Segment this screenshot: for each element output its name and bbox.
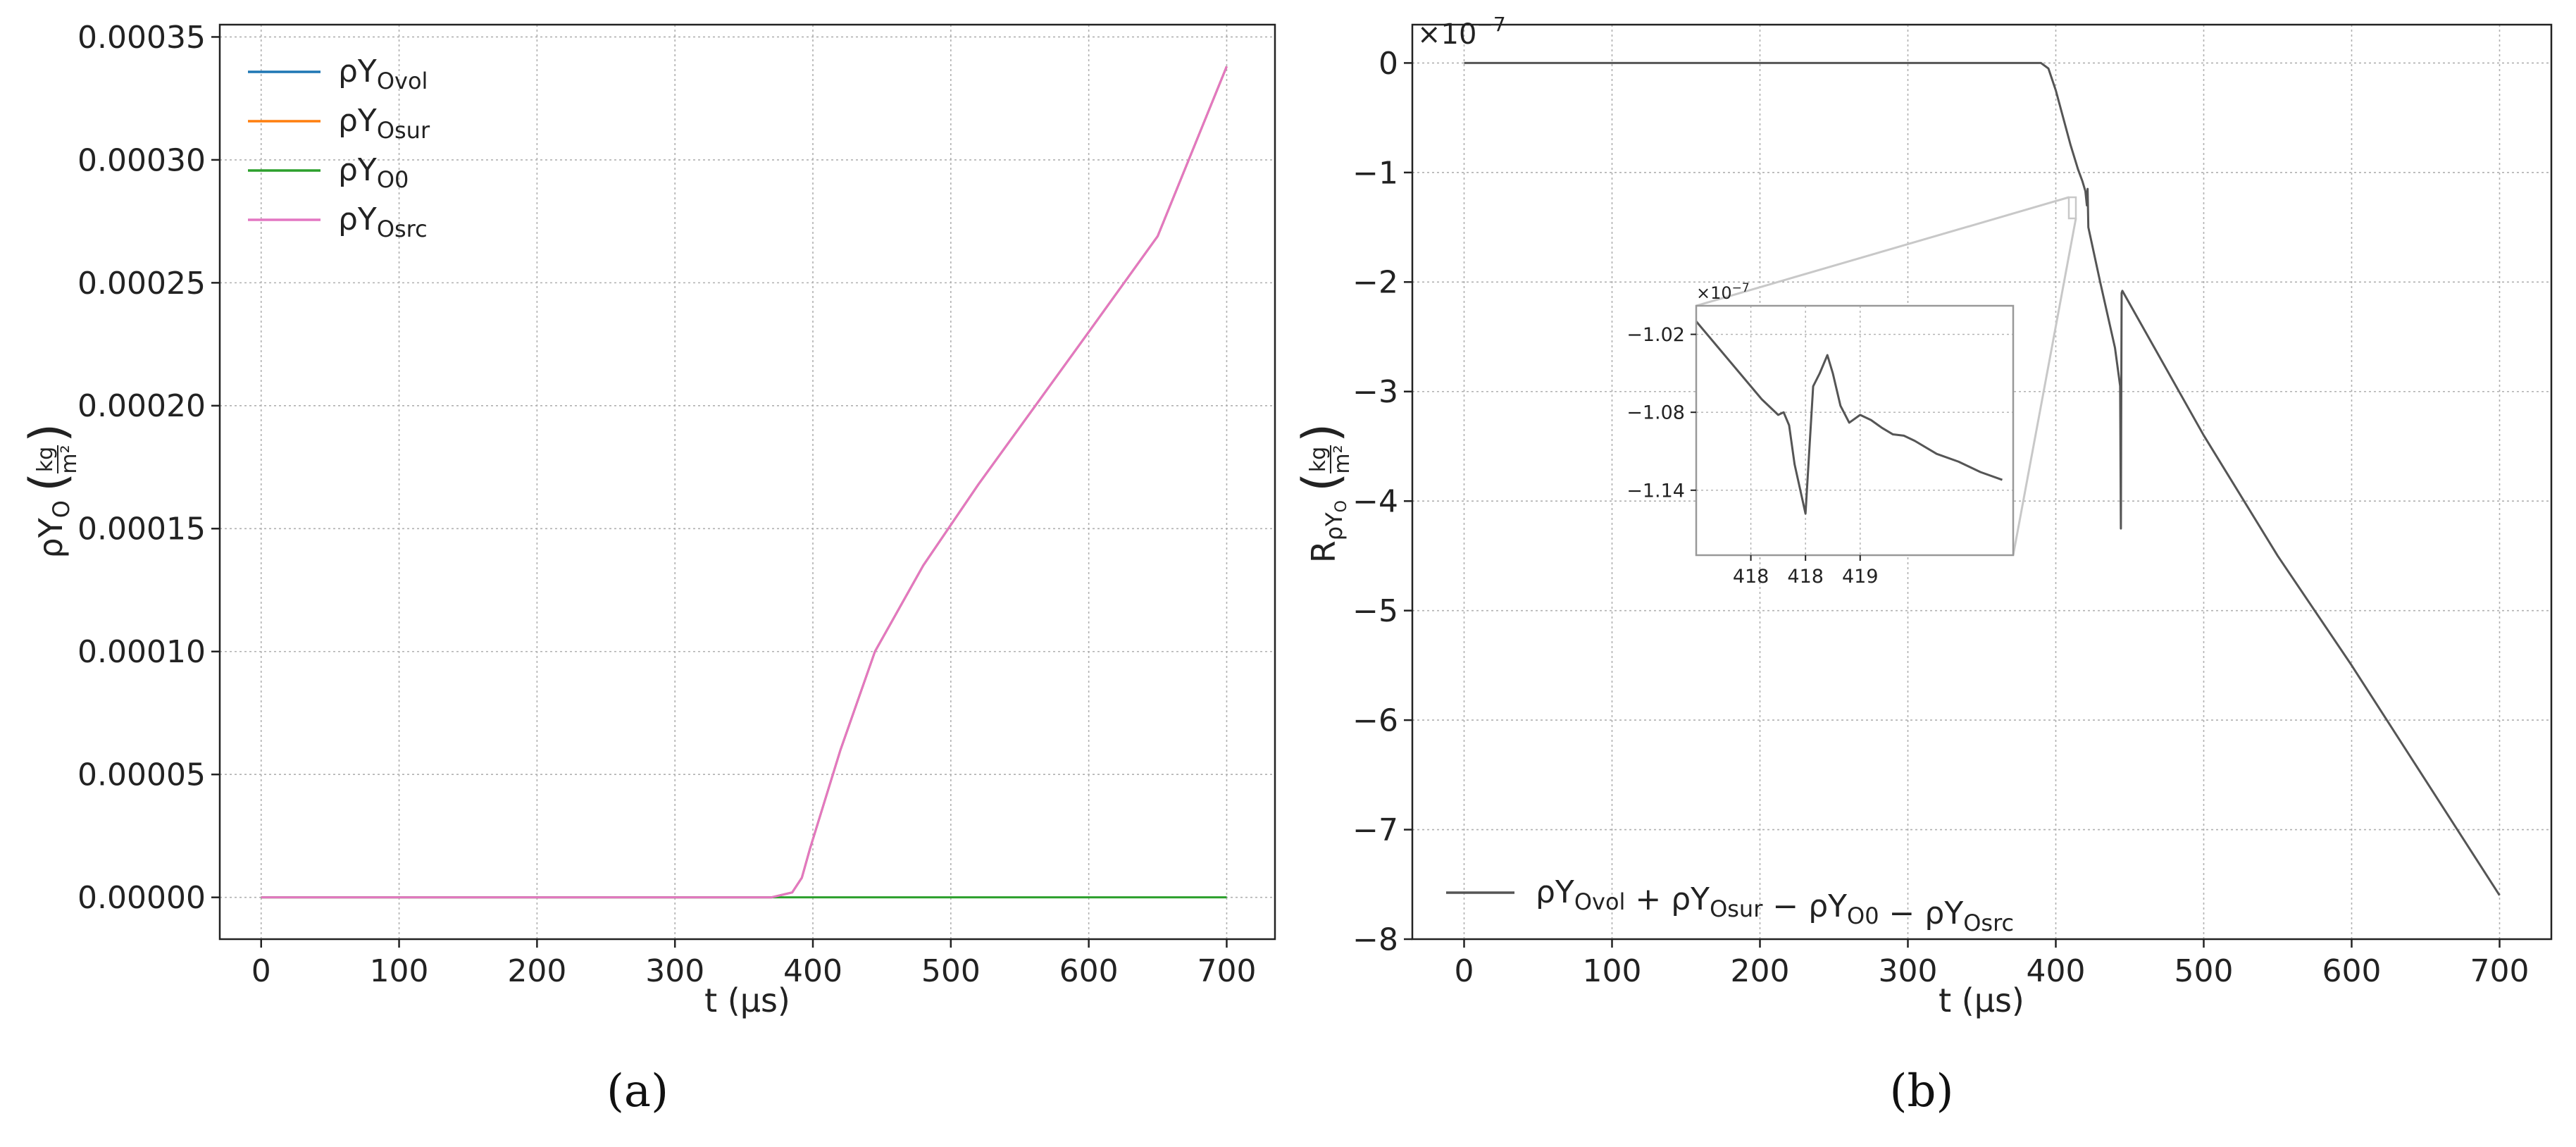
x-tick-label: 200: [1731, 953, 1790, 989]
y-tick-label: −6: [1352, 703, 1398, 739]
x-tick-label: 418: [1733, 566, 1769, 588]
panel-b-y-multiplier: ×10−7: [1417, 13, 1506, 51]
series-line-residual: [1464, 61, 2501, 896]
x-tick-label: 418: [1787, 566, 1824, 588]
panel-a-caption: (a): [606, 1065, 668, 1117]
panel-a-series: [261, 66, 1228, 899]
panel-b-y-ticks: 0 −1 −2 −3 −4 −5 −6 −7 −8: [1352, 46, 1412, 957]
x-tick-label: 200: [507, 953, 566, 989]
x-tick-label: 419: [1842, 566, 1879, 588]
y-tick-label: −1.02: [1626, 324, 1685, 346]
svg-text:): ): [19, 423, 77, 442]
panel-a-y-label: ρYO ( kg m² ): [19, 423, 82, 559]
y-tick-label: 0.00015: [77, 512, 206, 547]
x-tick-label: 500: [2174, 953, 2234, 989]
inset-y-ticks: −1.02 −1.08 −1.14: [1626, 324, 1696, 502]
panel-a: 0 100 200 300 400 500 600 700 0.000000.000050.0…: [19, 20, 1276, 1117]
x-tick-label: 0: [251, 953, 271, 989]
series-line-osrc: [261, 66, 1228, 899]
inset-connector-bottom: [2012, 218, 2077, 556]
x-tick-label: 600: [1059, 953, 1119, 989]
y-tick-label: −1.14: [1626, 480, 1685, 502]
y-tick-label: 0.00005: [77, 757, 206, 793]
panel-b-x-label: t (μs): [1939, 981, 2024, 1019]
legend-entry-residual: ρYOvol + ρYOsur − ρYO0 − ρYOsrc: [1536, 874, 2014, 936]
svg-text:kg: kg: [1306, 447, 1331, 472]
x-tick-label: 500: [921, 953, 981, 989]
y-tick-label: −4: [1352, 484, 1398, 520]
y-tick-label: 0.00000: [77, 880, 206, 916]
y-tick-label: 0.00020: [77, 388, 206, 424]
panel-a-legend: ρYOvol ρYOsur ρYO0 ρYOsrc: [248, 54, 430, 242]
x-tick-label: 700: [2470, 953, 2530, 989]
inset-zoom-box: [2067, 196, 2077, 220]
panel-b-x-ticks: 0 100 200 300 400 500 600 700: [1455, 939, 2530, 989]
y-tick-label: −1.08: [1626, 402, 1685, 424]
inset-connector-top: [1695, 196, 2070, 307]
y-tick-label: −2: [1352, 265, 1398, 301]
y-tick-label: −8: [1352, 922, 1398, 957]
svg-text:): ): [1292, 423, 1350, 442]
inset-y-multiplier: ×10−7: [1696, 281, 1750, 303]
panel-a-y-ticks: 0.00000 0.00005 0.00010 0.00015 0.00020 0.000…: [77, 20, 220, 916]
panel-b-y-label: RρYO ( kg m² ): [1292, 423, 1355, 563]
y-tick-label: 0.00030: [77, 142, 206, 178]
x-tick-label: 0: [1455, 953, 1474, 989]
panel-b-legend: ρYOvol + ρYOsur − ρYO0 − ρYOsrc: [1446, 874, 2014, 936]
svg-text:(: (: [1292, 473, 1350, 492]
y-tick-label: −5: [1352, 593, 1398, 629]
y-tick-label: 0: [1379, 46, 1398, 82]
inset-frame: [1695, 304, 2015, 557]
panel-a-x-ticks: 0 100 200 300 400 500 600 700: [251, 939, 1256, 989]
inset-grid: [1696, 306, 2013, 555]
inset-series: [1696, 321, 2003, 515]
y-tick-label: −1: [1352, 155, 1398, 191]
x-tick-label: 400: [2027, 953, 2086, 989]
x-tick-label: 600: [2322, 953, 2382, 989]
x-tick-label: 300: [1879, 953, 1938, 989]
x-tick-label: 100: [1583, 953, 1642, 989]
y-tick-label: −7: [1352, 812, 1398, 848]
panel-a-x-label: t (μs): [704, 981, 790, 1019]
panel-a-frame: [218, 23, 1276, 941]
inset-zoom-indicator: [1695, 196, 2077, 556]
svg-text:(: (: [19, 473, 77, 492]
x-tick-label: 400: [783, 953, 842, 989]
svg-text:kg: kg: [33, 447, 58, 472]
panel-b-frame: [1411, 23, 2553, 941]
panel-a-grid: [220, 25, 1275, 939]
svg-text:m²: m²: [57, 445, 82, 473]
y-tick-label: 0.00010: [77, 634, 206, 670]
y-tick-label: 0.00035: [77, 20, 206, 56]
svg-text:RρYO: RρYO: [1305, 500, 1350, 563]
svg-text:ρYO: ρYO: [32, 500, 75, 559]
y-tick-label: 0.00025: [77, 266, 206, 302]
inset-x-ticks: 418 418 419: [1733, 555, 1879, 588]
panel-b-series: [1464, 61, 2501, 896]
inset-plot: 418 418 419 −1.02 −1.08 −1.14 ×10−7: [1626, 281, 2015, 588]
legend-entry-osur: ρYOsur: [338, 103, 430, 144]
x-tick-label: 700: [1197, 953, 1256, 989]
legend-entry-osrc: ρYOsrc: [338, 202, 428, 242]
x-tick-label: 100: [370, 953, 429, 989]
inset-series-line: [1696, 321, 2003, 515]
y-tick-label: −3: [1352, 374, 1398, 410]
legend-entry-ovol: ρYOvol: [338, 54, 428, 94]
panel-b: 0 100 200 300 400 500 600 700 0 −1 −2 −3 −4 −5 −6 −7 −8…: [1292, 13, 2553, 1117]
x-tick-label: 300: [645, 953, 704, 989]
legend-entry-o0: ρYO0: [338, 152, 409, 193]
panel-b-caption: (b): [1890, 1065, 1954, 1117]
svg-text:m²: m²: [1330, 445, 1355, 473]
